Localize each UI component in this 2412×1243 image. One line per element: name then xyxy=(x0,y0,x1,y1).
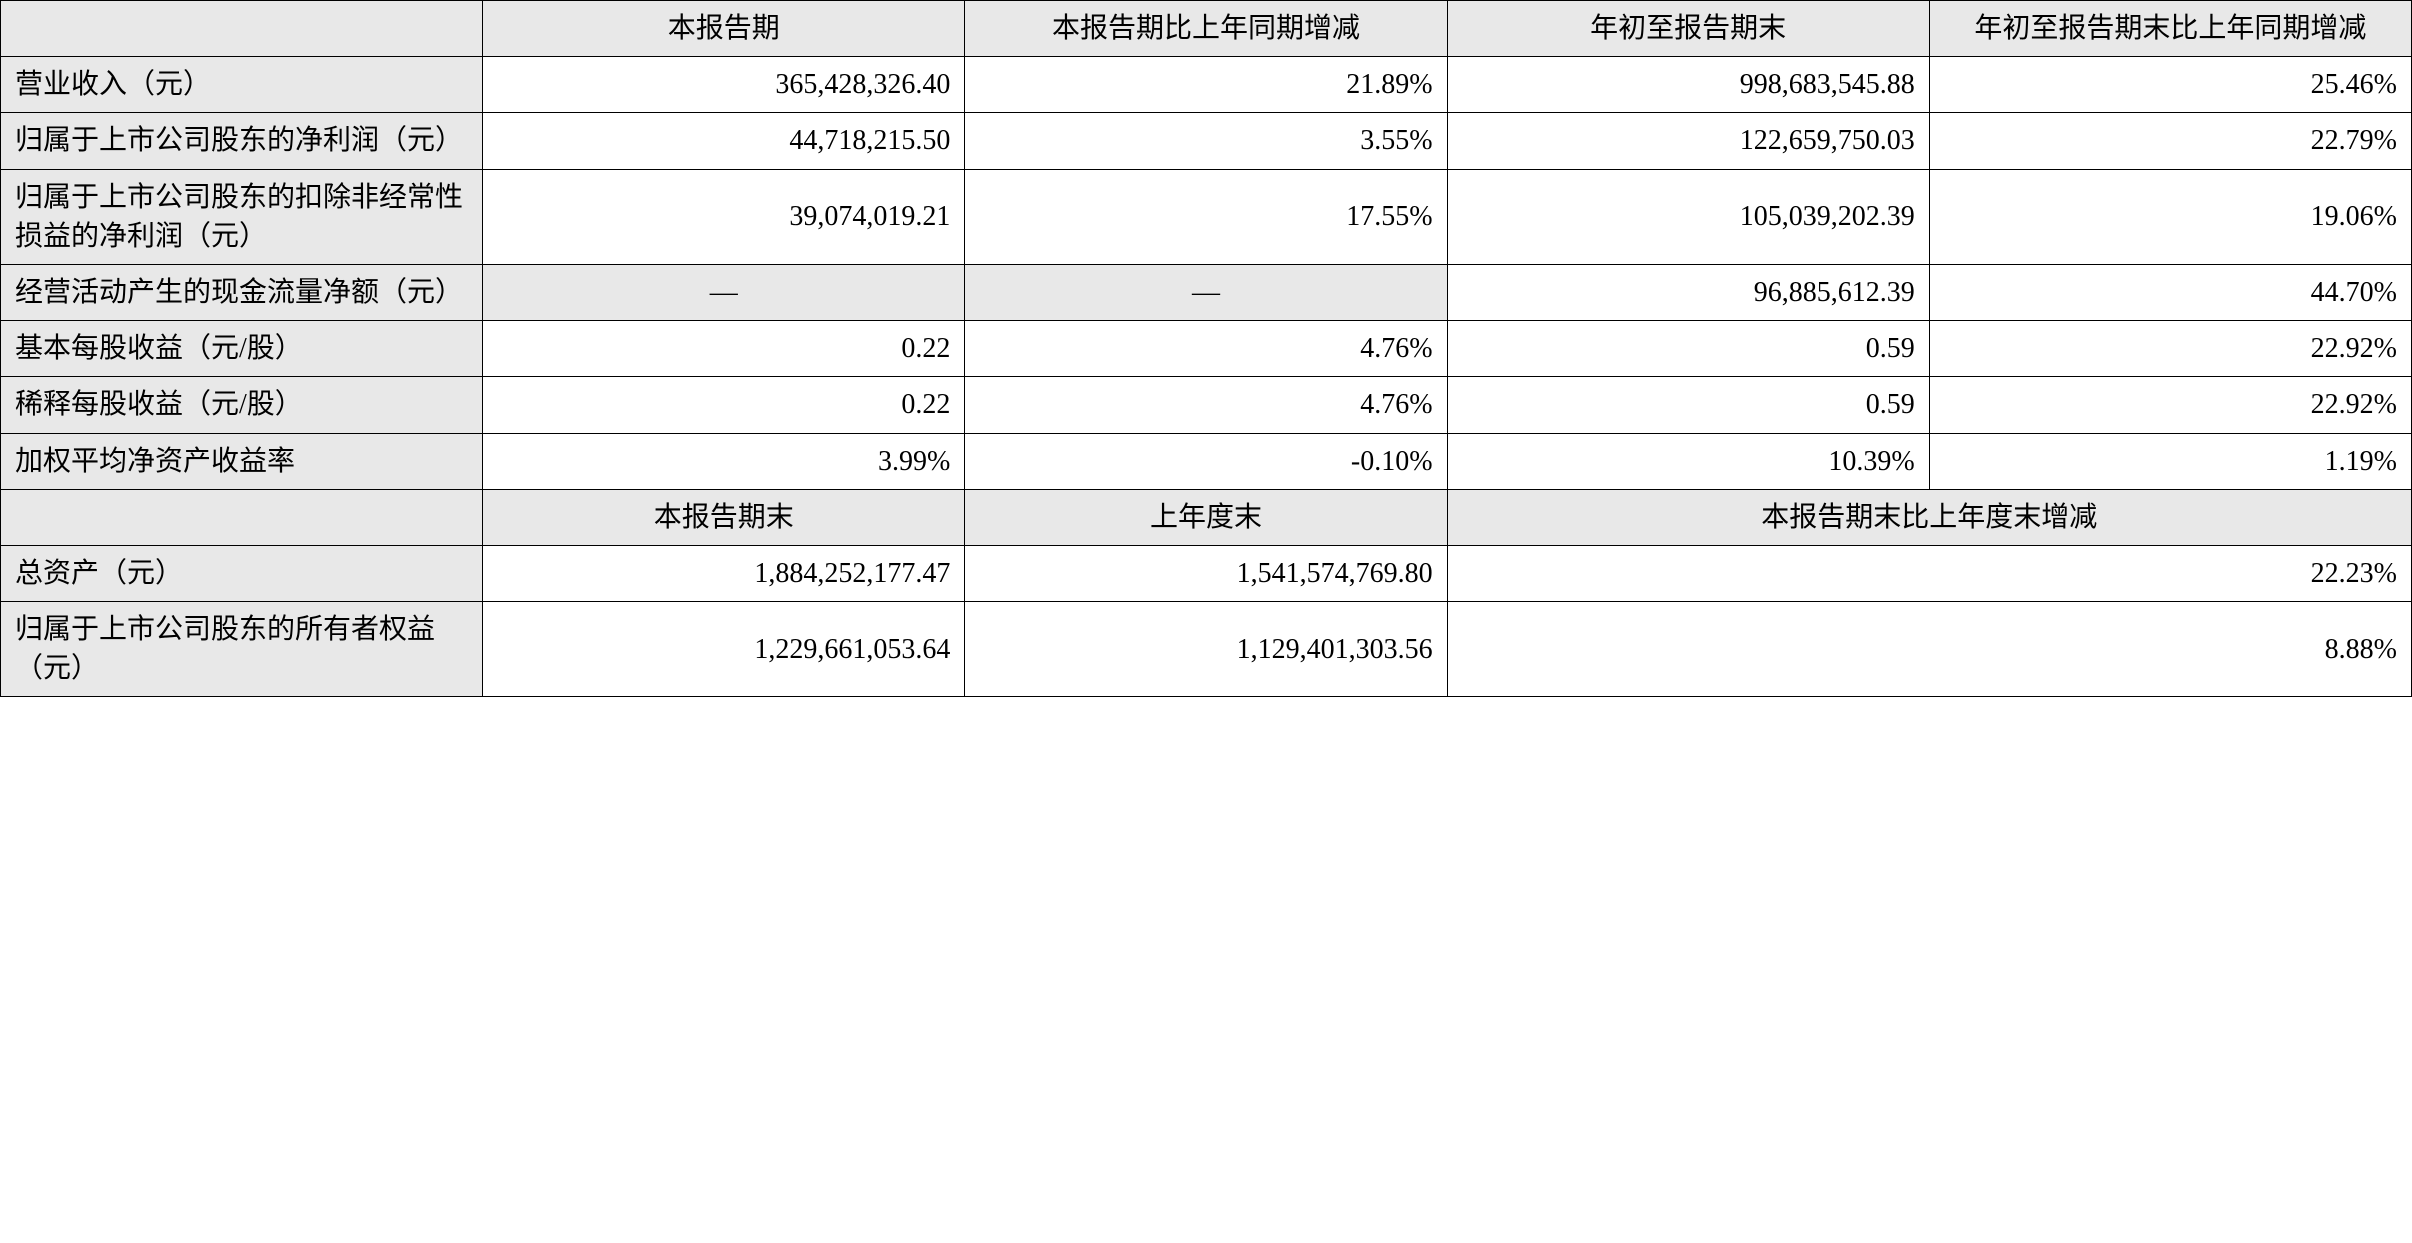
row-label: 加权平均净资产收益率 xyxy=(1,433,483,489)
table-row: 经营活动产生的现金流量净额（元） — — 96,885,612.39 44.70… xyxy=(1,264,2412,320)
row-value: 96,885,612.39 xyxy=(1447,264,1929,320)
row-value: 1,229,661,053.64 xyxy=(483,602,965,697)
row-value: 22.92% xyxy=(1929,377,2411,433)
row-label: 归属于上市公司股东的扣除非经常性损益的净利润（元） xyxy=(1,169,483,264)
table-row: 归属于上市公司股东的所有者权益（元） 1,229,661,053.64 1,12… xyxy=(1,602,2412,697)
header-col34: 本报告期末比上年度末增减 xyxy=(1447,489,2411,545)
row-label: 归属于上市公司股东的净利润（元） xyxy=(1,113,483,169)
row-value: 4.76% xyxy=(965,321,1447,377)
financial-table: 本报告期 本报告期比上年同期增减 年初至报告期末 年初至报告期末比上年同期增减 … xyxy=(0,0,2412,697)
row-value: 22.92% xyxy=(1929,321,2411,377)
row-value: 22.79% xyxy=(1929,113,2411,169)
row-label: 基本每股收益（元/股） xyxy=(1,321,483,377)
row-label: 归属于上市公司股东的所有者权益（元） xyxy=(1,602,483,697)
row-value-dash: — xyxy=(483,264,965,320)
row-label: 总资产（元） xyxy=(1,545,483,601)
header-col4: 年初至报告期末比上年同期增减 xyxy=(1929,1,2411,57)
header-col1: 本报告期 xyxy=(483,1,965,57)
row-value: 0.22 xyxy=(483,321,965,377)
header-col3: 年初至报告期末 xyxy=(1447,1,1929,57)
header-col2: 上年度末 xyxy=(965,489,1447,545)
table-row: 归属于上市公司股东的扣除非经常性损益的净利润（元） 39,074,019.21 … xyxy=(1,169,2412,264)
row-value: 17.55% xyxy=(965,169,1447,264)
header-row-2: 本报告期末 上年度末 本报告期末比上年度末增减 xyxy=(1,489,2412,545)
row-value: 998,683,545.88 xyxy=(1447,57,1929,113)
header-row-1: 本报告期 本报告期比上年同期增减 年初至报告期末 年初至报告期末比上年同期增减 xyxy=(1,1,2412,57)
row-value: 365,428,326.40 xyxy=(483,57,965,113)
row-value: 3.99% xyxy=(483,433,965,489)
row-value: 39,074,019.21 xyxy=(483,169,965,264)
row-value: 4.76% xyxy=(965,377,1447,433)
row-value: 0.59 xyxy=(1447,321,1929,377)
table-row: 加权平均净资产收益率 3.99% -0.10% 10.39% 1.19% xyxy=(1,433,2412,489)
header-blank xyxy=(1,1,483,57)
header-col1: 本报告期末 xyxy=(483,489,965,545)
row-value: 1,129,401,303.56 xyxy=(965,602,1447,697)
row-value: 105,039,202.39 xyxy=(1447,169,1929,264)
header-col2: 本报告期比上年同期增减 xyxy=(965,1,1447,57)
row-value: 1,884,252,177.47 xyxy=(483,545,965,601)
row-label: 经营活动产生的现金流量净额（元） xyxy=(1,264,483,320)
row-value: 3.55% xyxy=(965,113,1447,169)
row-value: 1.19% xyxy=(1929,433,2411,489)
row-label: 营业收入（元） xyxy=(1,57,483,113)
row-value-dash: — xyxy=(965,264,1447,320)
row-value: 122,659,750.03 xyxy=(1447,113,1929,169)
row-value: 0.59 xyxy=(1447,377,1929,433)
table-row: 归属于上市公司股东的净利润（元） 44,718,215.50 3.55% 122… xyxy=(1,113,2412,169)
row-value: 1,541,574,769.80 xyxy=(965,545,1447,601)
row-value: 44,718,215.50 xyxy=(483,113,965,169)
row-value: 10.39% xyxy=(1447,433,1929,489)
row-value: 22.23% xyxy=(1447,545,2411,601)
row-value: 8.88% xyxy=(1447,602,2411,697)
row-label: 稀释每股收益（元/股） xyxy=(1,377,483,433)
table-row: 基本每股收益（元/股） 0.22 4.76% 0.59 22.92% xyxy=(1,321,2412,377)
table-row: 营业收入（元） 365,428,326.40 21.89% 998,683,54… xyxy=(1,57,2412,113)
row-value: 25.46% xyxy=(1929,57,2411,113)
table-row: 总资产（元） 1,884,252,177.47 1,541,574,769.80… xyxy=(1,545,2412,601)
row-value: -0.10% xyxy=(965,433,1447,489)
table-row: 稀释每股收益（元/股） 0.22 4.76% 0.59 22.92% xyxy=(1,377,2412,433)
header-blank xyxy=(1,489,483,545)
row-value: 21.89% xyxy=(965,57,1447,113)
row-value: 44.70% xyxy=(1929,264,2411,320)
row-value: 0.22 xyxy=(483,377,965,433)
row-value: 19.06% xyxy=(1929,169,2411,264)
